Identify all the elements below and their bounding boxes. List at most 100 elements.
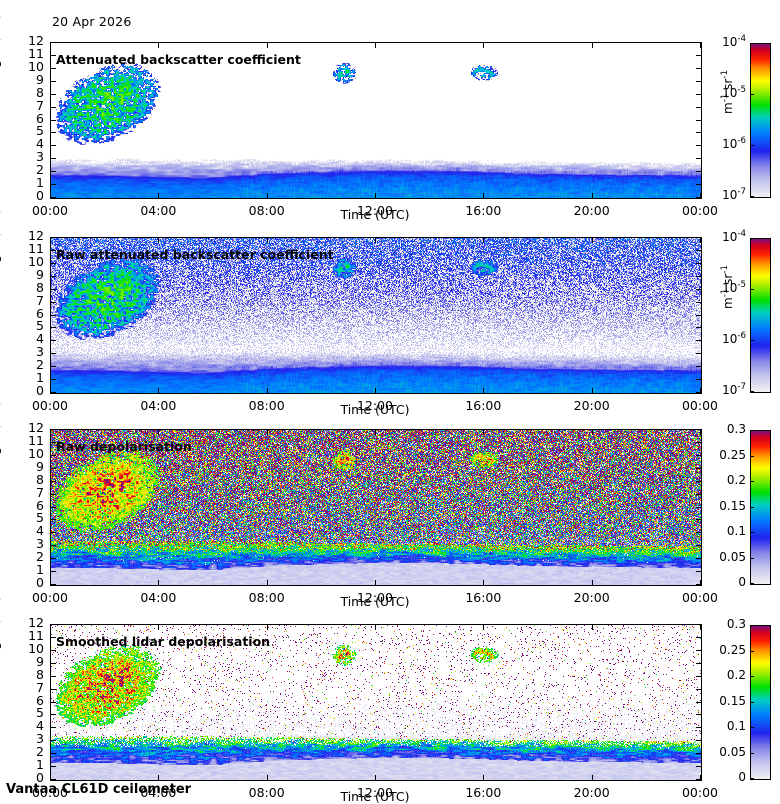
y-tick-mark <box>51 392 56 393</box>
y-tick-mark <box>51 132 56 134</box>
x-tick-mark <box>700 625 701 630</box>
colorbar-tick-mark <box>750 506 754 508</box>
y-tick-label: 7 <box>36 484 44 500</box>
x-tick-mark <box>50 193 51 198</box>
x-tick-mark <box>591 775 593 780</box>
x-tick-mark <box>266 625 268 630</box>
colorbar-tick-mark <box>750 532 754 533</box>
colorbar-unit-backscatter: m-1 sr-1 <box>720 265 735 309</box>
x-tick-label: 12:00 <box>356 398 394 413</box>
x-tick-mark <box>158 43 160 48</box>
x-tick-label: 16:00 <box>465 590 502 605</box>
x-tick-mark <box>483 388 485 393</box>
y-tick-label: 6 <box>36 497 44 513</box>
y-tick-mark <box>696 327 701 329</box>
x-tick-mark <box>483 238 485 243</box>
y-tick-mark <box>51 275 56 277</box>
y-tick-label: 2 <box>36 549 44 565</box>
panel-raw-depolarisation: Raw depolarisation Height (km) 012345678… <box>0 401 780 609</box>
y-tick-mark <box>51 688 56 690</box>
y-tick-label: 10 <box>28 253 44 269</box>
colorbar-tick-label: 0.15 <box>719 498 746 513</box>
y-tick-mark <box>51 506 56 508</box>
colorbar-tick-label: 10-5 <box>722 280 746 295</box>
x-tick-mark <box>50 43 51 48</box>
x-tick-mark <box>158 580 160 585</box>
y-tick-mark <box>696 467 701 469</box>
y-tick-mark <box>51 145 56 147</box>
y-tick-label: 10 <box>28 640 44 656</box>
x-tick-mark <box>700 388 701 393</box>
x-tick-mark <box>158 625 160 630</box>
plot-area-raw-attenuated-backscatter <box>50 237 702 394</box>
y-tick-mark <box>696 558 701 560</box>
x-tick-label: 08:00 <box>248 785 285 800</box>
colorbar-tick-mark <box>750 778 754 779</box>
x-tick-mark <box>266 238 268 243</box>
x-tick-mark <box>591 580 593 585</box>
y-tick-mark <box>51 314 56 316</box>
x-tick-label: 00:00 <box>31 398 69 413</box>
x-tick-label: 08:00 <box>248 590 285 605</box>
y-tick-mark <box>696 779 701 780</box>
x-tick-mark <box>375 775 376 780</box>
y-tick-label: 5 <box>36 510 44 526</box>
y-tick-mark <box>51 558 56 560</box>
colorbar-tick-mark <box>750 430 754 431</box>
y-tick-mark <box>51 366 56 368</box>
y-tick-label: 1 <box>36 175 44 191</box>
y-tick-mark <box>51 675 56 677</box>
x-tick-mark <box>375 580 376 585</box>
x-tick-mark <box>591 388 593 393</box>
y-tick-label: 4 <box>36 523 44 539</box>
y-tick-mark <box>696 288 701 290</box>
colorbar-tick-label: 0.15 <box>719 693 746 708</box>
y-tick-mark <box>696 93 701 95</box>
colorbar-depolarisation <box>750 625 771 780</box>
plot-area-raw-depolarisation <box>50 429 702 586</box>
x-tick-mark <box>700 580 701 585</box>
colorbar-tick-mark <box>750 727 754 728</box>
x-tick-mark <box>158 388 160 393</box>
y-tick-label: 8 <box>36 471 44 487</box>
x-tick-label: 00:00 <box>681 203 719 218</box>
y-tick-mark <box>51 93 56 95</box>
y-tick-label: 0 <box>36 188 44 203</box>
colorbar-tick-label: 0.25 <box>719 447 746 462</box>
colorbar-tick-mark <box>750 625 754 626</box>
y-tick-mark <box>51 119 56 121</box>
y-tick-mark <box>51 519 56 521</box>
colorbar-tick-label: 10-4 <box>722 34 746 49</box>
x-tick-mark <box>483 580 485 585</box>
colorbar-tick-mark <box>750 289 754 290</box>
y-tick-mark <box>51 571 56 573</box>
y-tick-mark <box>696 753 701 755</box>
x-tick-label: 20:00 <box>573 785 610 800</box>
colorbar-tick-label: 10-6 <box>722 136 746 151</box>
y-tick-label: 10 <box>28 58 44 74</box>
y-tick-mark <box>696 584 701 585</box>
x-tick-label: 00:00 <box>681 785 719 800</box>
y-tick-mark <box>696 429 701 430</box>
x-tick-label: 04:00 <box>140 590 177 605</box>
colorbar-tick-mark <box>750 455 754 457</box>
y-tick-label: 2 <box>36 162 44 178</box>
y-tick-label: 6 <box>36 110 44 126</box>
footer-site-label: Vantaa CL61D ceilometer <box>6 782 192 797</box>
y-tick-label: 9 <box>36 266 44 282</box>
x-tick-mark <box>700 430 701 435</box>
y-tick-label: 5 <box>36 318 44 334</box>
x-tick-mark <box>591 430 593 435</box>
y-tick-mark <box>51 106 56 108</box>
y-tick-mark <box>51 636 56 638</box>
y-tick-mark <box>696 727 701 729</box>
x-tick-label: 12:00 <box>356 203 394 218</box>
y-tick-label: 11 <box>28 432 44 448</box>
y-tick-mark <box>51 301 56 303</box>
x-tick-mark <box>375 43 376 48</box>
x-tick-mark <box>50 580 51 585</box>
x-tick-label: 20:00 <box>573 398 610 413</box>
colorbar-tick-mark <box>750 238 754 239</box>
y-tick-label: 2 <box>36 744 44 760</box>
colorbar-tick-label: 0.25 <box>719 642 746 657</box>
